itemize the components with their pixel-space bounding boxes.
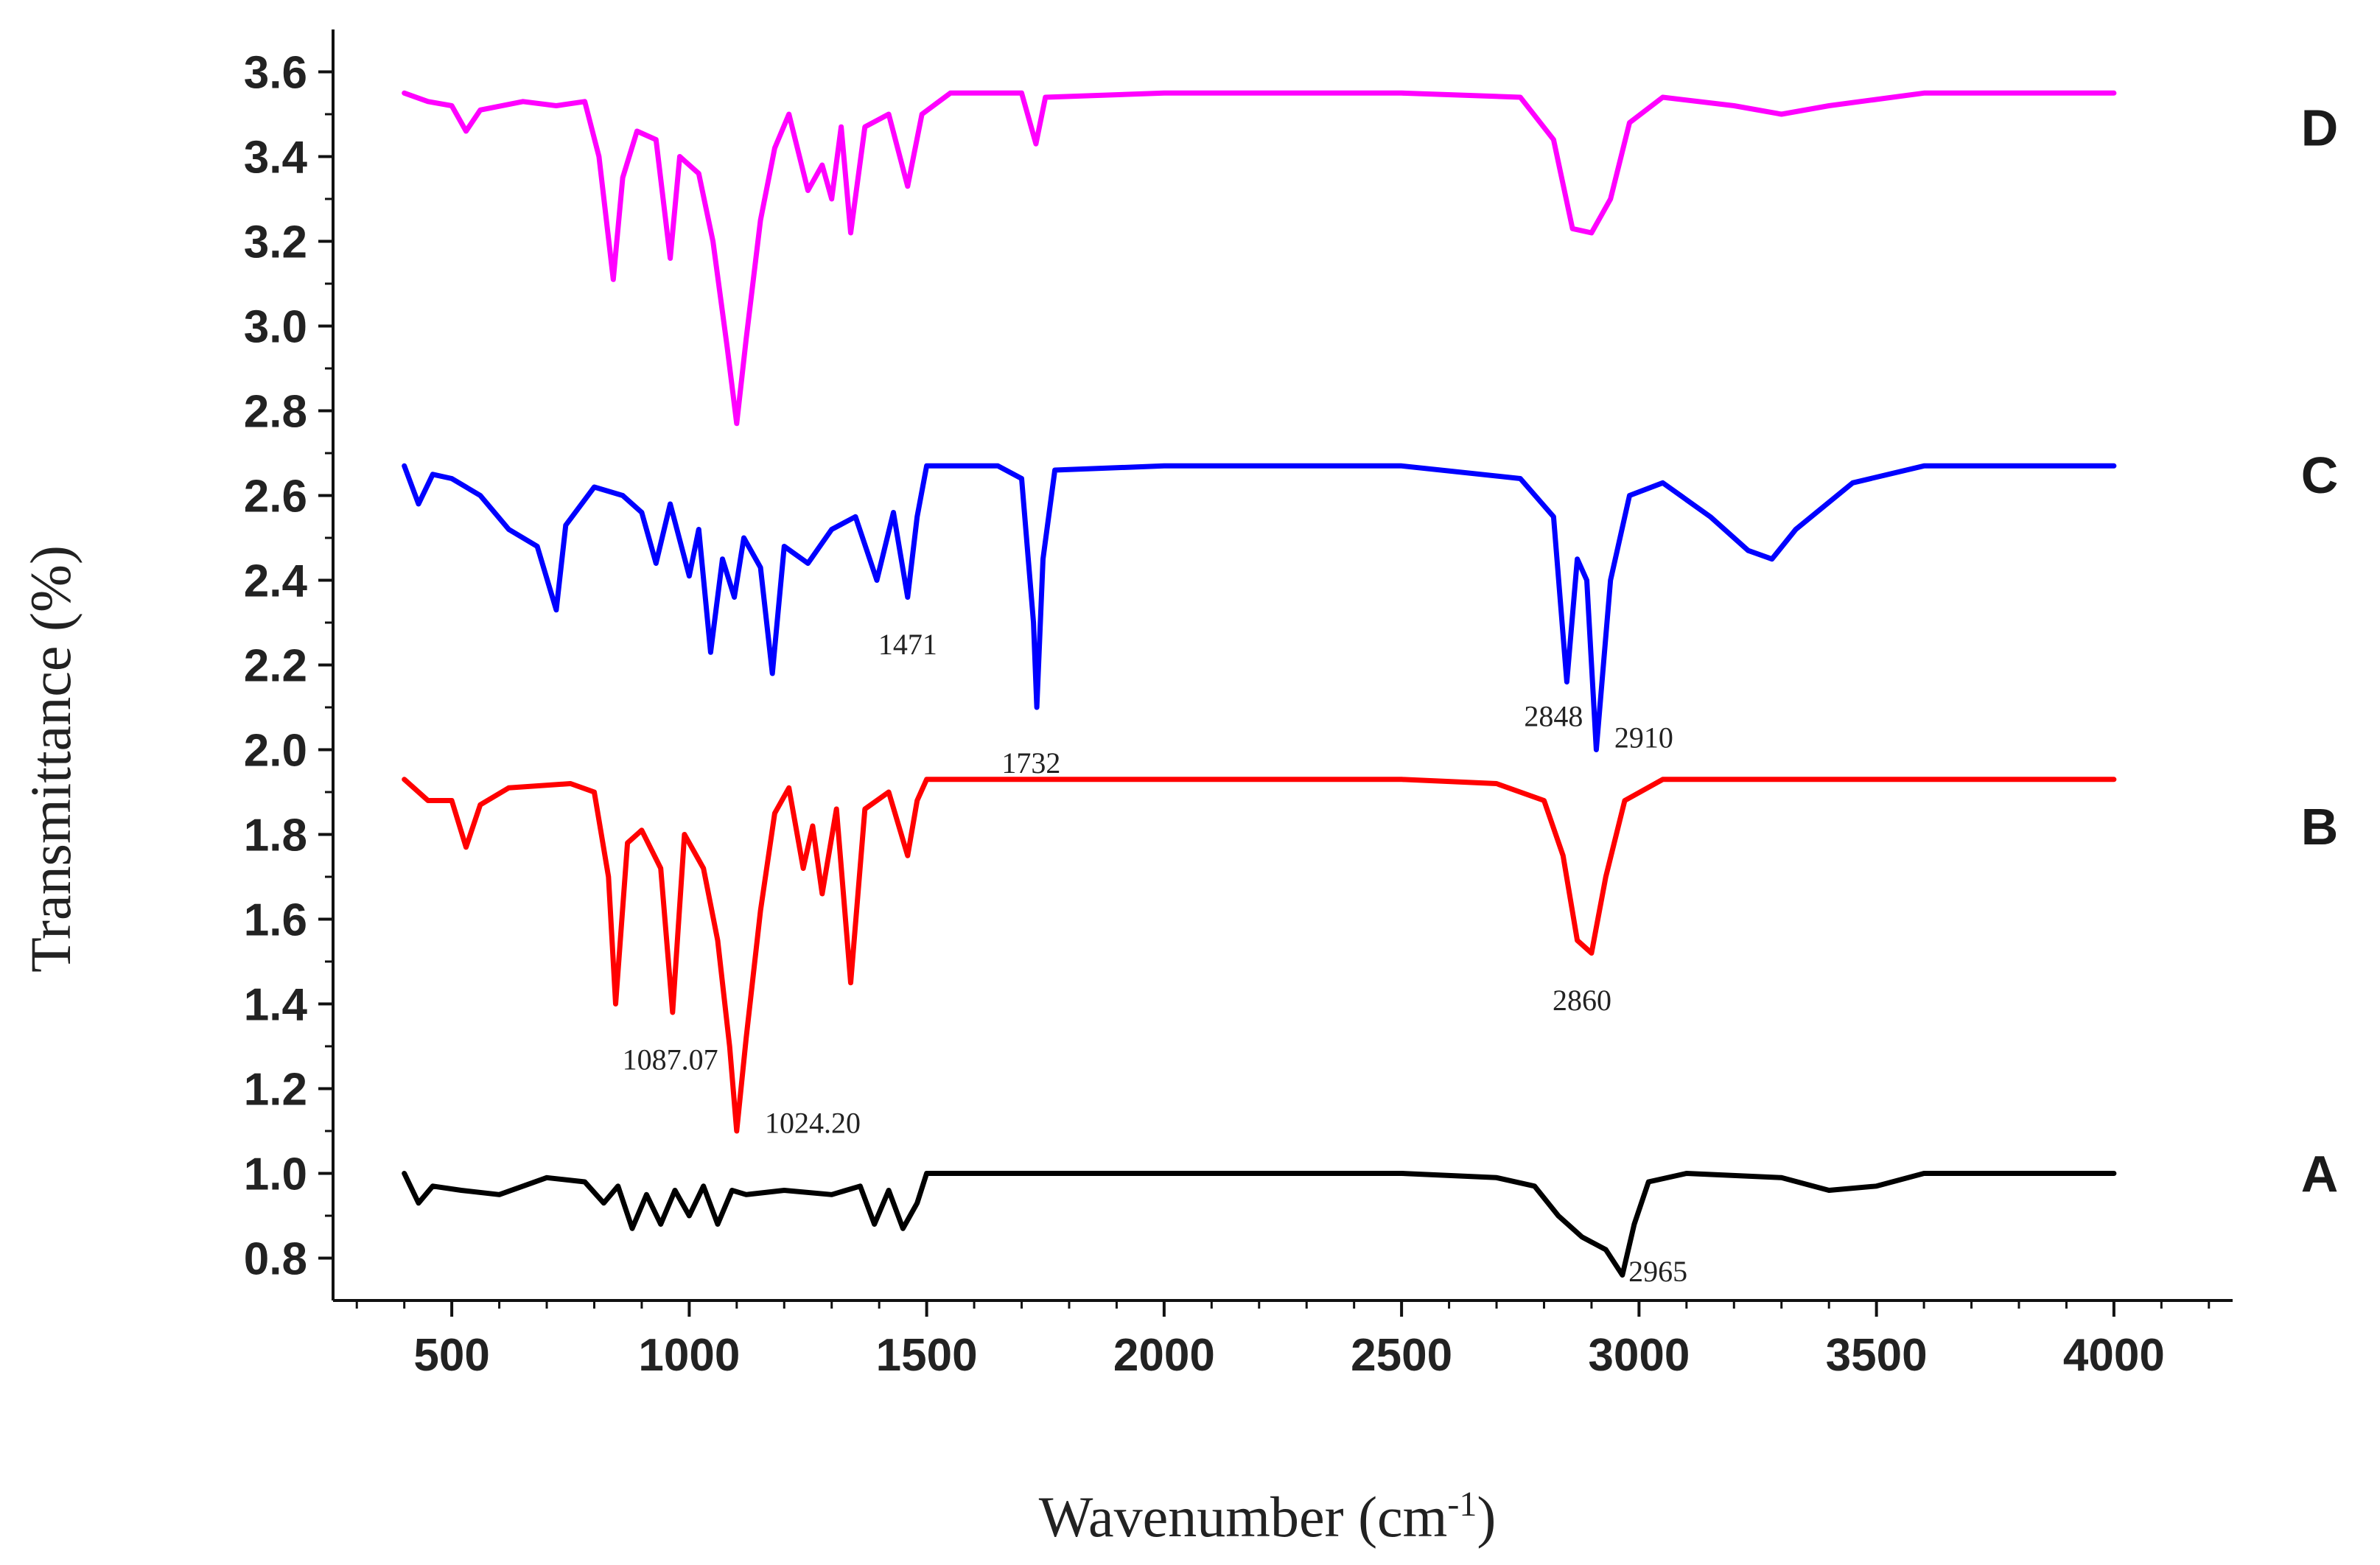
x-tick-label: 1500 [876,1330,978,1381]
x-tick-label: 500 [413,1330,489,1381]
series-label-D: D [2301,99,2339,156]
peak-annotation: 2910 [1614,721,1673,754]
peak-annotation: 2860 [1553,984,1611,1017]
plot-area [402,90,2117,1278]
series-label-A: A [2301,1146,2339,1203]
y-tick-label: 2.2 [244,641,307,692]
x-axis-title-main: Wavenumber (cm [1039,1485,1448,1549]
series-D-line [402,90,2117,427]
peak-annotation: 1732 [1001,746,1060,780]
peak-annotation: 1024.20 [765,1107,861,1140]
peak-annotation: 2848 [1524,700,1583,733]
y-tick-label: 2.4 [244,556,308,607]
x-axis-title: Wavenumber (cm-1) [1039,1485,1497,1549]
y-tick-label: 2.8 [244,387,307,438]
series-label-B: B [2301,798,2339,855]
x-axis-title-close: ) [1477,1485,1496,1549]
x-axis-title-superscript: -1 [1447,1485,1477,1524]
x-tick-label: 4000 [2063,1330,2165,1381]
peak-annotation: 2965 [1628,1255,1687,1288]
axes: 0.8 1.0 1.2 1.4 1.6 1.8 2.0 2.2 2.4 2.6 2.8 3.0 3.2 3… [244,29,2233,1381]
peak-annotation: 1471 [878,628,937,661]
x-tick-label: 1000 [638,1330,740,1381]
y-tick-label: 2.6 [244,472,307,522]
x-tick-label: 3500 [1826,1330,1928,1381]
y-axis-title: Transmittance (%) [18,545,83,973]
y-tick-label: 1.4 [244,980,308,1031]
y-tick-label: 3.6 [244,48,307,99]
y-tick-label: 3.0 [244,302,307,353]
y-tick-label: 0.8 [244,1234,307,1285]
series-A-line [402,1171,2117,1278]
y-tick-label: 1.6 [244,895,307,946]
series-C-line [402,463,2117,752]
y-tick-label: 2.0 [244,726,307,777]
x-tick-label: 3000 [1588,1330,1690,1381]
series-B-line [402,777,2117,1134]
y-tick-label: 1.2 [244,1065,307,1116]
series-label-C: C [2301,447,2339,504]
labels: A B C D 1087.07 1024.20 1471 1732 2848 2910 2860 29… [623,99,2339,1288]
y-tick-label: 3.2 [244,217,307,268]
x-tick-label: 2500 [1351,1330,1452,1381]
y-tick-label: 1.8 [244,810,307,861]
y-tick-label: 1.0 [244,1149,307,1200]
x-tick-label: 2000 [1113,1330,1215,1381]
peak-annotation: 1087.07 [623,1043,718,1076]
y-tick-label: 3.4 [244,133,308,183]
